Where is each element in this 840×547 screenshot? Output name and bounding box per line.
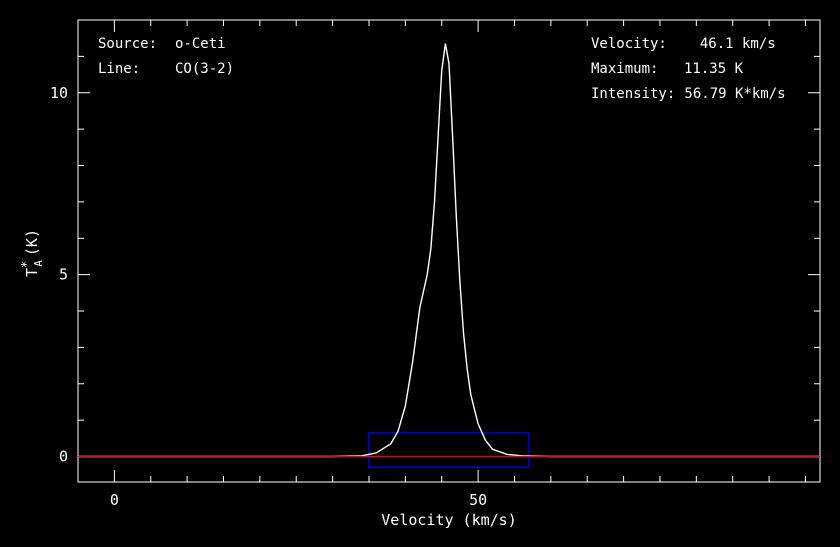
x-axis-label: Velocity (km/s) bbox=[381, 511, 516, 529]
y-tick-label: 5 bbox=[59, 266, 68, 284]
svg-text:T*A(K): T*A (K) bbox=[19, 229, 45, 277]
maximum-label: Maximum: bbox=[591, 61, 659, 77]
source-value: o-Ceti bbox=[175, 36, 226, 52]
source-label: Source: bbox=[98, 36, 158, 52]
y-tick-label: 0 bbox=[59, 448, 68, 466]
plot-frame bbox=[77, 19, 821, 483]
y-axis-label-main: T bbox=[23, 268, 41, 277]
maximum-value: 11.35 K bbox=[684, 61, 744, 77]
velocity-value: 46.1 km/s bbox=[683, 36, 776, 52]
y-axis-label-sup: * bbox=[19, 261, 33, 268]
line-value: CO(3-2) bbox=[175, 61, 235, 77]
x-tick-label: 0 bbox=[110, 491, 119, 509]
intensity-value: 56.79 K*km/s bbox=[676, 86, 786, 102]
y-axis-label-unit: (K) bbox=[23, 229, 41, 256]
y-tick-label: 10 bbox=[50, 84, 68, 102]
x-tick-label: 50 bbox=[469, 491, 487, 509]
spectrum-line bbox=[78, 43, 820, 458]
y-axis-label-sub: A bbox=[32, 260, 45, 267]
y-axis-label: T*A (K) bbox=[19, 229, 45, 277]
line-label: Line: bbox=[98, 61, 141, 77]
integration-window-box bbox=[368, 432, 530, 469]
velocity-label: Velocity: bbox=[591, 36, 667, 52]
intensity-label: Intensity: bbox=[591, 86, 676, 102]
